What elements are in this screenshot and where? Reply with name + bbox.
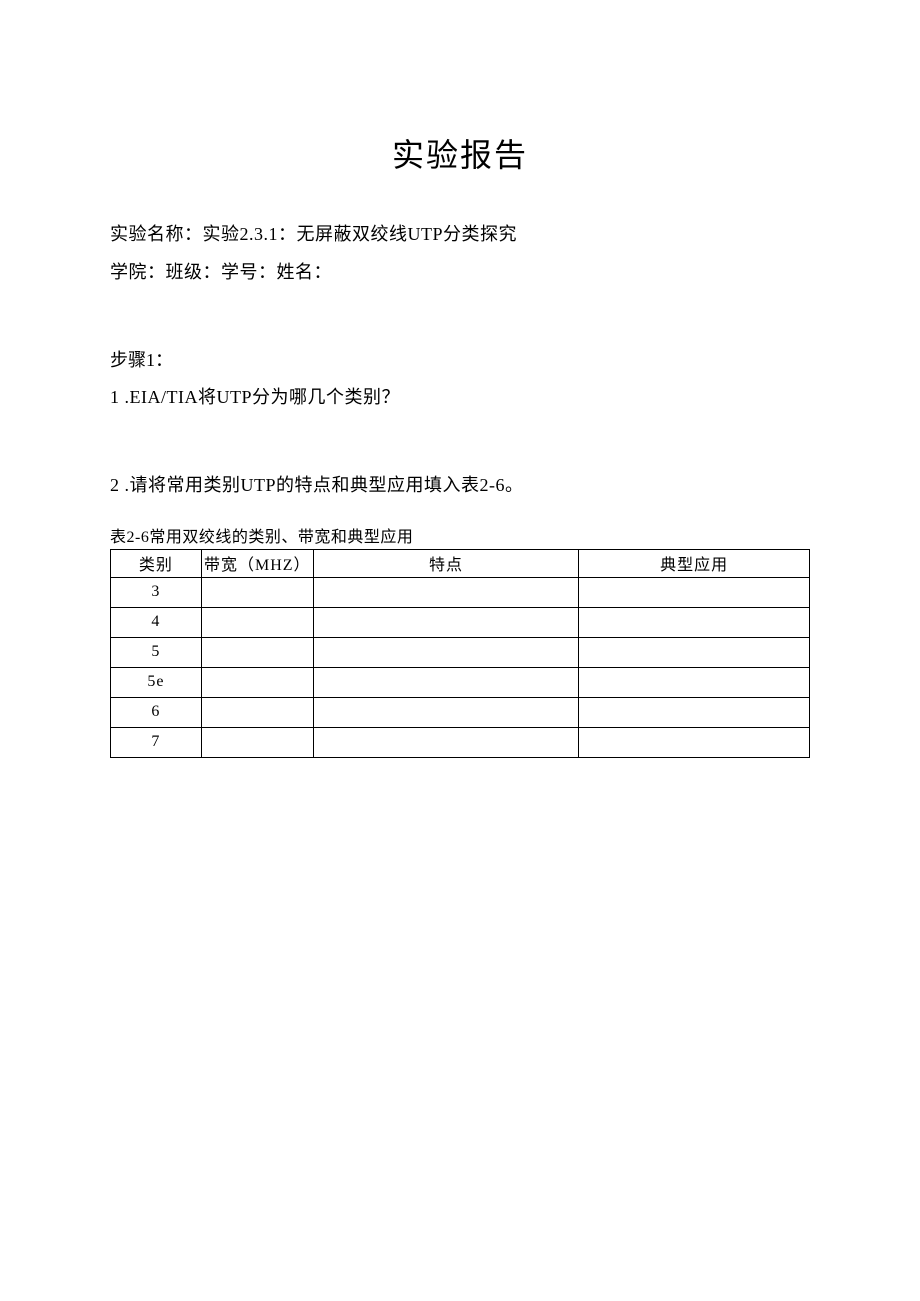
cell-category: 4 xyxy=(111,607,202,637)
cell-category: 3 xyxy=(111,577,202,607)
question-2: 2 .请将常用类别UTP的特点和典型应用填入表2-6。 xyxy=(110,467,810,505)
header-bandwidth: 带宽（MHZ） xyxy=(201,549,313,577)
table-row: 6 xyxy=(111,697,810,727)
cell-application xyxy=(579,637,810,667)
header-feature: 特点 xyxy=(313,549,579,577)
cell-feature xyxy=(313,727,579,757)
cell-category: 7 xyxy=(111,727,202,757)
cell-application xyxy=(579,697,810,727)
cell-feature xyxy=(313,667,579,697)
cell-application xyxy=(579,727,810,757)
header-application: 典型应用 xyxy=(579,549,810,577)
cell-bandwidth xyxy=(201,577,313,607)
report-title: 实验报告 xyxy=(110,130,810,176)
header-category: 类别 xyxy=(111,549,202,577)
table-header-row: 类别 带宽（MHZ） 特点 典型应用 xyxy=(111,549,810,577)
cell-bandwidth xyxy=(201,607,313,637)
student-info-line: 学院：班级：学号：姓名： xyxy=(110,254,810,292)
question-1: 1 .EIA/TIA将UTP分为哪几个类别？ xyxy=(110,379,810,417)
table-row: 4 xyxy=(111,607,810,637)
table-row: 3 xyxy=(111,577,810,607)
table-row: 7 xyxy=(111,727,810,757)
table-row: 5 xyxy=(111,637,810,667)
cell-feature xyxy=(313,607,579,637)
cell-bandwidth xyxy=(201,667,313,697)
cell-category: 5e xyxy=(111,667,202,697)
experiment-name-line: 实验名称：实验2.3.1：无屏蔽双绞线UTP分类探究 xyxy=(110,216,810,254)
table-row: 5e xyxy=(111,667,810,697)
utp-table: 类别 带宽（MHZ） 特点 典型应用 3 4 5 5e xyxy=(110,549,810,758)
cell-category: 6 xyxy=(111,697,202,727)
table-caption: 表2-6常用双绞线的类别、带宽和典型应用 xyxy=(110,523,810,547)
cell-feature xyxy=(313,577,579,607)
cell-category: 5 xyxy=(111,637,202,667)
step-label: 步骤1： xyxy=(110,342,810,380)
cell-application xyxy=(579,667,810,697)
cell-bandwidth xyxy=(201,727,313,757)
cell-feature xyxy=(313,637,579,667)
cell-application xyxy=(579,607,810,637)
cell-feature xyxy=(313,697,579,727)
cell-bandwidth xyxy=(201,697,313,727)
cell-bandwidth xyxy=(201,637,313,667)
cell-application xyxy=(579,577,810,607)
